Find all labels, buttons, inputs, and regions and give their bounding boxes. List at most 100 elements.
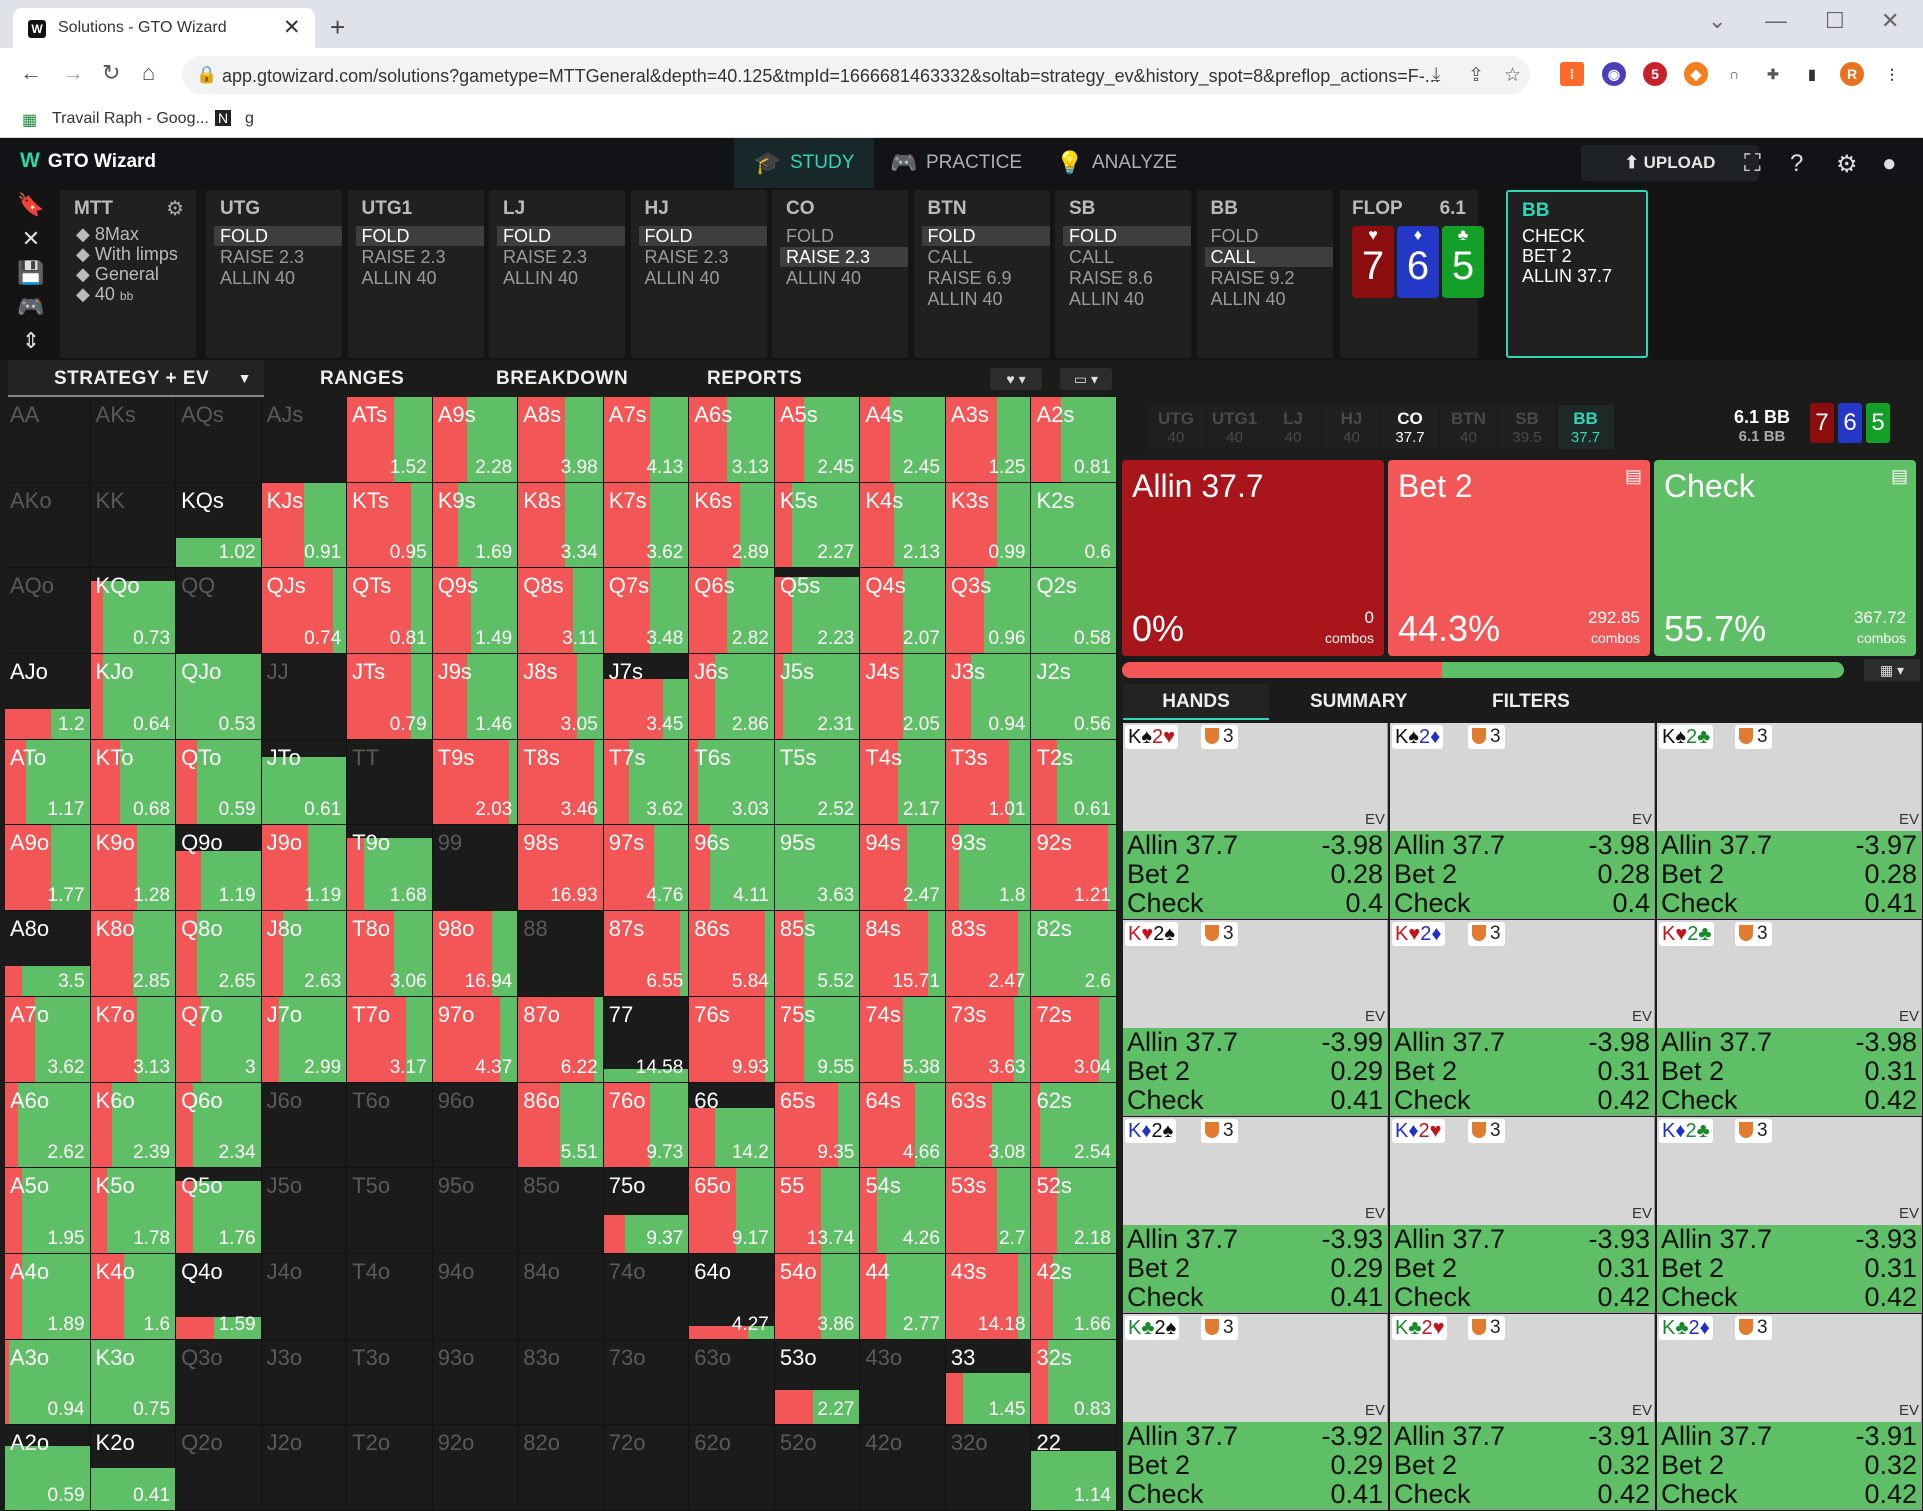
hand-cell[interactable]: 64s 4.66	[860, 1082, 946, 1169]
hand-cell[interactable]: Q3o	[176, 1339, 262, 1426]
hand-cell[interactable]: A8s 3.98	[518, 397, 604, 483]
hand-cell[interactable]: 22 1.14	[1031, 1425, 1117, 1511]
hand-cell[interactable]: JTs 0.79	[347, 654, 433, 740]
hand-cell[interactable]: K4o 1.6	[90, 1253, 177, 1340]
tab-hands[interactable]: HANDS	[1123, 684, 1269, 720]
action-option[interactable]: ALLIN 40	[503, 268, 579, 288]
hand-cell[interactable]: A7s 4.13	[603, 397, 690, 483]
hand-cell[interactable]: Q7s 3.48	[603, 568, 690, 655]
hand-cell[interactable]: AQs	[176, 397, 262, 483]
display-mode-icon[interactable]: ▭ ▾	[1060, 368, 1112, 390]
hand-cell[interactable]: AQo	[5, 568, 91, 655]
metamask-icon[interactable]: ◆	[1684, 62, 1708, 86]
hand-cell[interactable]: J3o	[261, 1339, 348, 1426]
hand-cell[interactable]: A3s 1.25	[945, 397, 1032, 483]
current-action-card[interactable]: BB CHECK BET 2 ALLIN 37.7	[1506, 190, 1648, 358]
collapse-icon[interactable]: ⇕	[21, 328, 41, 353]
hand-cell[interactable]: 84s 15.71	[860, 911, 946, 997]
home-icon[interactable]: ⌂	[142, 60, 156, 85]
bookmark-item[interactable]: g	[245, 110, 254, 127]
hand-cell[interactable]: J5s 2.31	[774, 654, 861, 740]
hand-cell[interactable]: AKo	[5, 482, 91, 569]
position-card-hj[interactable]: HJ FOLD RAISE 2.3 ALLIN 40	[630, 190, 767, 358]
favorite-heart-icon[interactable]: ♥ ▾	[990, 368, 1042, 390]
hand-cell[interactable]: Q8s 3.11	[518, 568, 604, 655]
hand-cell[interactable]: 77 14.58	[603, 996, 690, 1083]
combo-tile[interactable]: K♣2♥ 3 EV Allin 37.7 -3.91 Bet 2 0.32 Check 0.42	[1390, 1314, 1655, 1510]
hand-cell[interactable]: 73s 3.63	[945, 996, 1032, 1083]
hand-cell[interactable]: 32o	[945, 1425, 1032, 1511]
action-option[interactable]: FOLD	[638, 226, 767, 246]
hand-cell[interactable]: K9o 1.28	[90, 825, 177, 912]
hand-cell[interactable]: T6s 3.03	[689, 739, 775, 826]
hand-cell[interactable]: 99	[432, 825, 519, 912]
hand-cell[interactable]: AKs	[90, 397, 177, 483]
action-option[interactable]: FOLD	[355, 226, 484, 246]
hand-cell[interactable]: A5s 2.45	[774, 397, 861, 483]
action-option[interactable]: ALLIN 40	[786, 268, 862, 288]
current-action-check[interactable]: CHECK	[1522, 226, 1586, 246]
current-action-allin[interactable]: ALLIN 37.7	[1522, 266, 1613, 286]
hand-cell[interactable]: K8o 2.85	[90, 911, 177, 997]
new-tab-icon[interactable]: +	[330, 12, 346, 42]
hand-cell[interactable]: 96o	[432, 1082, 519, 1169]
action-option[interactable]: ALLIN 40	[927, 289, 1003, 309]
hand-cell[interactable]: J5o	[261, 1168, 348, 1254]
hand-cell[interactable]: Q4s 2.07	[860, 568, 946, 655]
hand-cell[interactable]: Q9o 1.19	[176, 825, 262, 912]
hand-cell[interactable]: 72o	[603, 1425, 690, 1511]
bookmark-icon[interactable]: 🔖	[17, 192, 45, 217]
tab-strategy-ev[interactable]: STRATEGY + EV ▼	[8, 360, 264, 397]
hand-cell[interactable]: T8s 3.46	[518, 739, 604, 826]
position-card-sb[interactable]: SB FOLD CALL RAISE 8.6 ALLIN 40	[1055, 190, 1191, 358]
flop-card[interactable]: FLOP 6.1 ♥ 7 ♦ 6 ♣ 5	[1340, 190, 1484, 358]
hand-cell[interactable]: K9s 1.69	[432, 482, 519, 569]
hand-cell[interactable]: 87o 6.22	[518, 996, 604, 1083]
hand-cell[interactable]: K3o 0.75	[90, 1339, 177, 1426]
action-option[interactable]: RAISE 8.6	[1069, 268, 1154, 288]
hand-cell[interactable]: K7o 3.13	[90, 996, 177, 1083]
combo-tile[interactable]: K♠2♣ 3 EV Allin 37.7 -3.97 Bet 2 0.28 Check 0.41	[1657, 723, 1922, 919]
hand-cell[interactable]: 86o 5.51	[518, 1082, 604, 1169]
screenshot-icon[interactable]: ⛶	[1744, 150, 1761, 177]
maximize-icon[interactable]: ☐	[1825, 8, 1845, 33]
hand-cell[interactable]: J2s 0.56	[1031, 654, 1117, 740]
action-option[interactable]: ALLIN 40	[644, 268, 720, 288]
action-option[interactable]: ALLIN 40	[220, 268, 296, 288]
hand-cell[interactable]: Q7o 3	[176, 996, 262, 1083]
hand-cell[interactable]: A9s 2.28	[432, 397, 519, 483]
combo-tile[interactable]: K♣2♦ 3 EV Allin 37.7 -3.91 Bet 2 0.32 Check 0.42	[1657, 1314, 1922, 1510]
tab-study[interactable]: 🎓 STUDY	[734, 138, 875, 188]
share-icon[interactable]: ⇪	[1468, 65, 1484, 86]
hand-cell[interactable]: 93s 1.8	[945, 825, 1032, 912]
back-icon[interactable]: ←	[20, 60, 42, 85]
sidepanel-icon[interactable]: ▮	[1800, 62, 1824, 86]
hand-cell[interactable]: A5o 1.95	[5, 1168, 91, 1254]
hand-cell[interactable]: Q6o 2.34	[176, 1082, 262, 1169]
upload-button[interactable]: ⬆ UPLOAD	[1581, 145, 1759, 181]
combo-tile[interactable]: K♣2♠ 3 EV Allin 37.7 -3.92 Bet 2 0.29 Check 0.41	[1123, 1314, 1388, 1510]
action-box[interactable]: Allin 37.7 0% 0 combos	[1122, 460, 1384, 656]
reload-icon[interactable]: ↻	[102, 60, 121, 85]
hand-cell[interactable]: 53o 2.27	[774, 1339, 861, 1426]
hand-cell[interactable]: 95s 3.63	[774, 825, 861, 912]
hand-cell[interactable]: 94o	[432, 1253, 519, 1340]
gto-logo[interactable]: W GTO Wizard	[20, 149, 156, 173]
hand-cell[interactable]: 72s 3.04	[1031, 996, 1117, 1083]
grid-view-icon[interactable]: ▦ ▾	[1864, 659, 1920, 681]
details-icon[interactable]: ▤	[1624, 466, 1642, 486]
hand-cell[interactable]: K7s 3.62	[603, 482, 690, 569]
hand-cell[interactable]: 98o 16.94	[432, 911, 519, 997]
hand-cell[interactable]: Q6s 2.82	[689, 568, 775, 655]
hand-cell[interactable]: 74o	[603, 1253, 690, 1340]
hand-cell[interactable]: Q3s 0.96	[945, 568, 1032, 655]
action-option[interactable]: FOLD	[786, 226, 835, 246]
action-option[interactable]: FOLD	[1210, 226, 1259, 246]
url-text[interactable]: app.gtowizard.com/solutions?gametype=MTT…	[222, 66, 1440, 86]
hand-cell[interactable]: K6s 2.89	[689, 482, 775, 569]
hand-cell[interactable]: 94s 2.47	[860, 825, 946, 912]
hand-cell[interactable]: QTs 0.81	[347, 568, 433, 655]
hand-cell[interactable]: A6s 3.13	[689, 397, 775, 483]
extension-icon[interactable]: ◉	[1602, 62, 1626, 86]
hand-cell[interactable]: 63s 3.08	[945, 1082, 1032, 1169]
